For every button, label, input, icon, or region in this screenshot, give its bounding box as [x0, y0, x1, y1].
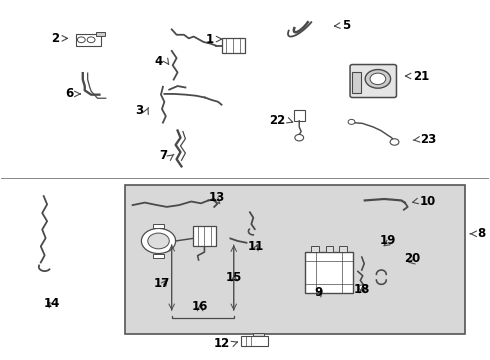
Circle shape	[390, 139, 399, 145]
Text: 7: 7	[160, 149, 168, 162]
Circle shape	[348, 120, 355, 125]
Text: 23: 23	[420, 133, 436, 146]
Text: 2: 2	[51, 32, 59, 45]
Text: 3: 3	[135, 104, 144, 117]
Bar	[311, 246, 319, 252]
Bar	[294, 110, 305, 121]
Bar	[153, 253, 164, 258]
Circle shape	[365, 69, 391, 88]
Text: 18: 18	[354, 283, 370, 296]
Bar	[326, 246, 333, 252]
Bar	[153, 224, 164, 228]
Circle shape	[148, 233, 169, 249]
Text: 12: 12	[214, 337, 230, 350]
Bar	[193, 226, 216, 246]
Circle shape	[142, 228, 175, 253]
Text: 9: 9	[314, 287, 322, 300]
Circle shape	[359, 285, 367, 291]
Text: 17: 17	[154, 278, 170, 291]
Bar	[339, 246, 347, 252]
Circle shape	[77, 37, 85, 42]
Text: 6: 6	[65, 87, 73, 100]
Text: 16: 16	[192, 300, 208, 313]
Text: 20: 20	[404, 252, 420, 265]
Bar	[125, 185, 465, 334]
Text: 13: 13	[209, 192, 225, 204]
Text: 5: 5	[342, 19, 350, 32]
Text: 8: 8	[477, 227, 485, 240]
Circle shape	[87, 37, 95, 42]
Bar	[352, 72, 361, 93]
Bar	[253, 333, 264, 336]
Circle shape	[370, 73, 386, 85]
Text: 10: 10	[420, 195, 436, 208]
Text: 14: 14	[44, 297, 60, 310]
Text: 22: 22	[269, 114, 285, 127]
FancyBboxPatch shape	[350, 64, 396, 98]
Bar	[221, 38, 245, 53]
Text: 4: 4	[155, 55, 163, 68]
Bar	[76, 34, 101, 45]
Bar	[96, 32, 105, 36]
Circle shape	[295, 134, 304, 141]
Text: 15: 15	[226, 271, 243, 284]
Text: 11: 11	[247, 240, 264, 253]
Bar	[241, 336, 268, 346]
Text: 1: 1	[206, 32, 214, 46]
Text: 19: 19	[379, 234, 396, 247]
Bar	[305, 252, 353, 293]
Text: 21: 21	[414, 69, 430, 82]
